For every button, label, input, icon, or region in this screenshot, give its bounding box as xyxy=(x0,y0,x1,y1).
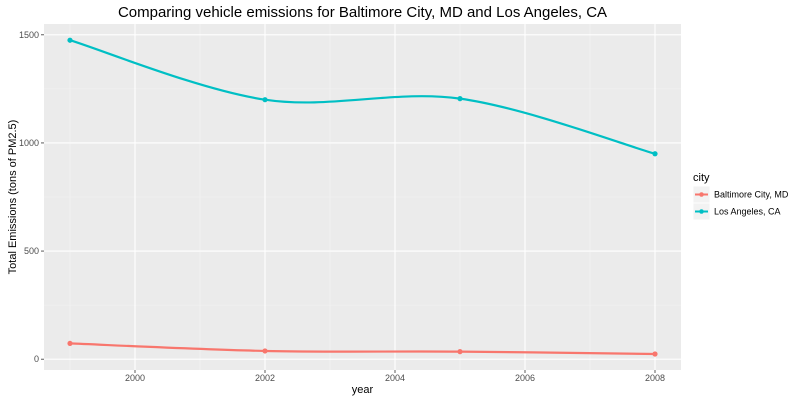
y-axis-ticks: 0 500 1000 1500 xyxy=(19,30,44,364)
x-tick-label: 2002 xyxy=(255,373,275,383)
series-line xyxy=(69,39,656,155)
x-tick-label: 2004 xyxy=(385,373,405,383)
legend-items: Baltimore City, MD Los Angeles, CA xyxy=(692,185,789,221)
chart-title: Comparing vehicle emissions for Baltimor… xyxy=(118,4,607,21)
legend-key-point xyxy=(699,192,704,197)
legend-label: Baltimore City, MD xyxy=(714,190,789,200)
data-point xyxy=(67,37,73,43)
grid-major xyxy=(44,24,681,370)
data-point xyxy=(457,349,463,355)
data-point xyxy=(262,348,268,354)
x-axis-title: year xyxy=(352,384,374,396)
y-tick-label: 1000 xyxy=(19,138,39,148)
x-tick-label: 2008 xyxy=(645,373,665,383)
legend-label: Los Angeles, CA xyxy=(714,207,781,217)
x-axis-ticks: 2000 2002 2004 2006 2008 xyxy=(125,370,665,383)
series-baltimore-city-md xyxy=(67,340,658,357)
legend-item: Baltimore City, MD xyxy=(692,185,789,204)
data-point xyxy=(67,340,73,347)
y-tick-label: 0 xyxy=(34,354,39,364)
y-tick-label: 1500 xyxy=(19,30,39,40)
data-point xyxy=(652,151,658,157)
legend-title: city xyxy=(693,172,710,184)
series-los-angeles-ca xyxy=(67,37,658,157)
data-point xyxy=(262,97,268,103)
y-tick-label: 500 xyxy=(24,246,39,256)
x-tick-label: 2000 xyxy=(125,373,145,383)
legend-item: Los Angeles, CA xyxy=(692,202,781,221)
y-axis-title: Total Emissions (tons of PM2.5) xyxy=(7,120,19,275)
data-point xyxy=(457,96,463,102)
series-line xyxy=(69,342,656,356)
series-layer xyxy=(67,37,658,357)
x-tick-label: 2006 xyxy=(515,373,535,383)
data-point xyxy=(652,351,658,357)
legend: city Baltimore City, MD Los Angeles, CA xyxy=(692,172,789,221)
legend-key-point xyxy=(699,209,704,214)
grid-minor xyxy=(44,24,681,370)
